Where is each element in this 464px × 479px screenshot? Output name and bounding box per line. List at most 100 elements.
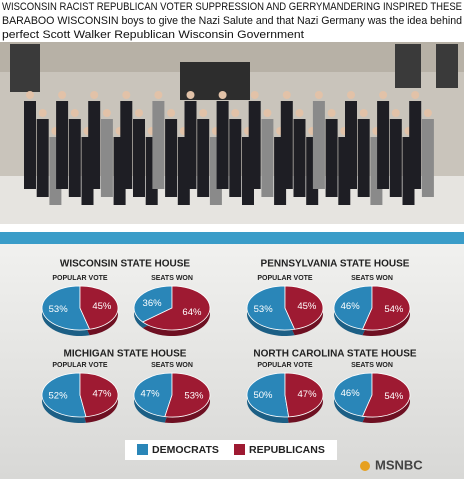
value-label: 36% (143, 298, 163, 309)
value-label: 53% (49, 304, 69, 315)
person-body (36, 119, 49, 197)
caption-line: WISCONSIN RACIST REPUBLICAN VOTER SUPPRE… (2, 1, 462, 13)
chart-label: POPULAR VOTE (257, 275, 313, 282)
person-body (389, 119, 402, 197)
value-label: 47% (141, 388, 161, 399)
charts: WISCONSIN STATE HOUSE POPULAR VOTE 53% 45% S… (41, 259, 417, 424)
person-head (327, 109, 336, 117)
person-body (421, 119, 434, 197)
person-body (165, 119, 178, 197)
person-head (154, 91, 163, 99)
pie-slice (41, 372, 87, 418)
pie-slice (284, 372, 324, 418)
person-body (133, 119, 145, 197)
person-body (68, 119, 81, 197)
pie-slice (361, 372, 411, 418)
person-head (423, 109, 432, 117)
person-body (345, 101, 357, 189)
pie-slice (284, 285, 324, 330)
chart-label: POPULAR VOTE (257, 362, 313, 369)
caption-line: perfect Scott Walker Republican Wisconsi… (2, 29, 304, 41)
person-head (26, 91, 34, 99)
pie-slice (333, 372, 373, 417)
person-head (70, 109, 79, 117)
person-head (199, 109, 208, 117)
legend-swatch (234, 444, 245, 455)
chart-label: SEATS WON (351, 362, 393, 369)
person-head (102, 109, 111, 117)
panel-title: NORTH CAROLINA STATE HOUSE (253, 349, 416, 360)
person-head (135, 109, 143, 117)
person-head (347, 91, 355, 99)
chart-label: POPULAR VOTE (52, 362, 108, 369)
caption-line: BARABOO WISCONSIN boys to give the Nazi … (2, 15, 462, 27)
person-body (293, 119, 306, 197)
value-label: 47% (92, 389, 112, 400)
pie-slice (246, 372, 290, 418)
person-body (152, 101, 165, 189)
person-head (231, 109, 240, 117)
photo (0, 42, 464, 224)
logo-peacock (360, 461, 370, 471)
value-label: 46% (341, 301, 361, 312)
person-head (122, 91, 131, 99)
chart-label: SEATS WON (151, 362, 193, 369)
person-body (409, 101, 422, 189)
person-head (359, 109, 368, 117)
panel-title: WISCONSIN STATE HOUSE (60, 259, 191, 270)
value-label: 45% (297, 301, 317, 312)
value-label: 52% (49, 390, 69, 401)
logo: MSNBC (360, 457, 423, 472)
person-head (90, 91, 99, 99)
person-head (38, 109, 47, 117)
person-head (379, 91, 388, 99)
pie-slice (333, 285, 373, 330)
person-body (357, 119, 370, 197)
person-head (411, 91, 420, 99)
pie-slice (79, 372, 119, 418)
person-head (167, 109, 176, 117)
person-head (58, 91, 67, 99)
person-body (325, 119, 338, 197)
pie-slice (41, 285, 91, 331)
value-label: 53% (184, 391, 204, 402)
legend-label: REPUBLICANS (249, 444, 325, 456)
value-label: 64% (182, 307, 202, 318)
pie-slice (133, 372, 173, 418)
window (395, 44, 421, 88)
value-label: 54% (384, 304, 404, 315)
value-label: 53% (254, 304, 274, 315)
value-label: 46% (341, 388, 361, 399)
person-body (216, 101, 229, 189)
person-head (314, 91, 323, 99)
value-label: 45% (92, 301, 112, 312)
window (436, 44, 458, 88)
person-head (218, 91, 227, 99)
panel-title: PENNSYLVANIA STATE HOUSE (261, 259, 410, 270)
legend-label: DEMOCRATS (152, 444, 219, 456)
person-body (312, 101, 325, 189)
pie-slice (141, 285, 211, 331)
person-body (184, 101, 197, 189)
pie-slice (133, 285, 173, 323)
person-body (248, 101, 261, 189)
chart-label: SEATS WON (151, 275, 193, 282)
person-body (280, 101, 293, 189)
legend: DEMOCRATS REPUBLICANS (125, 440, 337, 460)
person-head (295, 109, 304, 117)
panel-title: MICHIGAN STATE HOUSE (64, 349, 187, 360)
person-body (24, 101, 36, 189)
person-body (229, 119, 242, 197)
person-head (391, 109, 400, 117)
value-label: 54% (384, 391, 404, 402)
pie-slice (246, 285, 296, 331)
legend-box (125, 440, 337, 460)
top-band (0, 232, 464, 244)
person-body (377, 101, 390, 189)
person-body (100, 119, 113, 197)
person-body (120, 101, 133, 189)
pie-slice (164, 372, 211, 418)
pie-slice (79, 285, 119, 330)
legend-swatch (137, 444, 148, 455)
person-head (282, 91, 291, 99)
